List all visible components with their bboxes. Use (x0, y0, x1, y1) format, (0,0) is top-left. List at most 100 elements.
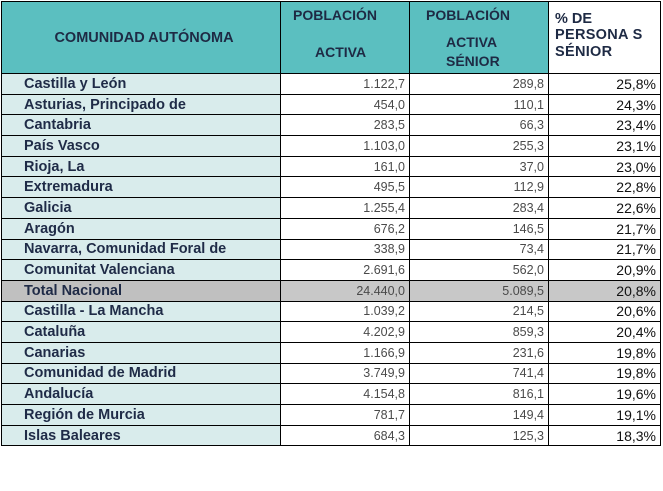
cell-poblacion-senior: 255,3 (409, 135, 549, 157)
header-poblacion-activa-senior: POBLACIÓN ACTIVA SÉNIOR (409, 1, 549, 74)
cell-comunidad: Cantabria (1, 114, 281, 137)
table-row: Galicia 1.255,4 283,4 22,6% (1, 197, 661, 219)
cell-pct-senior: 20,8% (548, 279, 661, 302)
table-row: País Vasco 1.103,0 255,3 23,1% (1, 135, 661, 157)
cell-comunidad: Total Nacional (1, 279, 281, 302)
cell-poblacion-senior: 231,6 (409, 341, 549, 364)
table-row: Cantabria 283,5 66,3 23,4% (1, 114, 661, 137)
cell-comunidad: Región de Murcia (1, 404, 281, 426)
cell-pct-senior: 18,3% (548, 424, 661, 447)
cell-comunidad: Navarra, Comunidad Foral de (1, 238, 281, 261)
header-pct-line3: SÉNIOR (555, 44, 613, 60)
table-row: Islas Baleares 684,3 125,3 18,3% (1, 424, 661, 447)
cell-poblacion-activa: 454,0 (280, 93, 410, 116)
table-row: Rioja, La 161,0 37,0 23,0% (1, 155, 661, 178)
table-row: Castilla y León 1.122,7 289,8 25,8% (1, 73, 661, 95)
header-comunidad: COMUNIDAD AUTÓNOMA (1, 1, 281, 74)
cell-pct-senior: 23,4% (548, 114, 661, 137)
header-pct-line2: PERSONA S (555, 27, 643, 43)
table-row: Extremadura 495,5 112,9 22,8% (1, 176, 661, 199)
population-table: COMUNIDAD AUTÓNOMA POBLACIÓN ACTIVA POBL… (1, 1, 661, 447)
cell-pct-senior: 22,8% (548, 176, 661, 199)
cell-pct-senior: 24,3% (548, 93, 661, 116)
cell-comunidad: Cataluña (1, 321, 281, 343)
cell-poblacion-senior: 289,8 (409, 73, 549, 95)
cell-pct-senior: 19,6% (548, 383, 661, 405)
table-row: Castilla - La Mancha 1.039,2 214,5 20,6% (1, 300, 661, 323)
cell-poblacion-activa: 684,3 (280, 424, 410, 447)
cell-poblacion-activa: 1.039,2 (280, 300, 410, 323)
cell-pct-senior: 20,6% (548, 300, 661, 323)
header-poblacion-activa-line1: POBLACIÓN (293, 7, 377, 23)
table-row: Asturias, Principado de 454,0 110,1 24,3% (1, 93, 661, 116)
header-senior-line3: SÉNIOR (446, 53, 500, 69)
cell-poblacion-activa: 1.255,4 (280, 197, 410, 219)
cell-comunidad: Aragón (1, 217, 281, 240)
cell-pct-senior: 22,6% (548, 197, 661, 219)
cell-comunidad: País Vasco (1, 135, 281, 157)
cell-poblacion-senior: 146,5 (409, 217, 549, 240)
cell-comunidad: Comunitat Valenciana (1, 259, 281, 281)
cell-poblacion-senior: 859,3 (409, 321, 549, 343)
cell-pct-senior: 23,1% (548, 135, 661, 157)
cell-pct-senior: 20,4% (548, 321, 661, 343)
table-body: Castilla y León 1.122,7 289,8 25,8% Asturias… (1, 73, 661, 447)
header-row: COMUNIDAD AUTÓNOMA POBLACIÓN ACTIVA POBL… (1, 1, 661, 74)
cell-poblacion-activa: 4.154,8 (280, 383, 410, 405)
cell-poblacion-senior: 283,4 (409, 197, 549, 219)
cell-poblacion-senior: 5.089,5 (409, 279, 549, 302)
cell-poblacion-activa: 1.122,7 (280, 73, 410, 95)
cell-pct-senior: 25,8% (548, 73, 661, 95)
cell-pct-senior: 19,1% (548, 404, 661, 426)
cell-poblacion-senior: 562,0 (409, 259, 549, 281)
cell-poblacion-senior: 73,4 (409, 238, 549, 261)
table-row: Comunitat Valenciana 2.691,6 562,0 20,9% (1, 259, 661, 281)
cell-pct-senior: 19,8% (548, 362, 661, 385)
header-poblacion-activa: POBLACIÓN ACTIVA (280, 1, 410, 74)
cell-comunidad: Castilla - La Mancha (1, 300, 281, 323)
header-senior-line2: ACTIVA (446, 34, 498, 50)
cell-pct-senior: 19,8% (548, 341, 661, 364)
cell-poblacion-activa: 3.749,9 (280, 362, 410, 385)
cell-comunidad: Extremadura (1, 176, 281, 199)
cell-poblacion-senior: 741,4 (409, 362, 549, 385)
table-row: Aragón 676,2 146,5 21,7% (1, 217, 661, 240)
cell-pct-senior: 21,7% (548, 217, 661, 240)
cell-comunidad: Comunidad de Madrid (1, 362, 281, 385)
cell-comunidad: Asturias, Principado de (1, 93, 281, 116)
table-row-total: Total Nacional 24.440,0 5.089,5 20,8% (1, 279, 661, 302)
header-poblacion-activa-line2: ACTIVA (315, 44, 367, 60)
cell-poblacion-senior: 37,0 (409, 155, 549, 178)
cell-poblacion-activa: 4.202,9 (280, 321, 410, 343)
cell-comunidad: Canarias (1, 341, 281, 364)
cell-comunidad: Rioja, La (1, 155, 281, 178)
header-pct-senior: % DE PERSONA S SÉNIOR (548, 1, 661, 74)
cell-poblacion-senior: 110,1 (409, 93, 549, 116)
cell-poblacion-activa: 495,5 (280, 176, 410, 199)
cell-poblacion-activa: 1.103,0 (280, 135, 410, 157)
header-pct-line1: % DE (555, 11, 593, 27)
cell-comunidad: Castilla y León (1, 73, 281, 95)
cell-poblacion-activa: 338,9 (280, 238, 410, 261)
cell-poblacion-activa: 2.691,6 (280, 259, 410, 281)
cell-poblacion-activa: 24.440,0 (280, 279, 410, 302)
cell-comunidad: Islas Baleares (1, 424, 281, 447)
cell-pct-senior: 23,0% (548, 155, 661, 178)
cell-comunidad: Galicia (1, 197, 281, 219)
cell-poblacion-senior: 66,3 (409, 114, 549, 137)
cell-comunidad: Andalucía (1, 383, 281, 405)
cell-poblacion-senior: 125,3 (409, 424, 549, 447)
cell-poblacion-activa: 161,0 (280, 155, 410, 178)
cell-poblacion-senior: 149,4 (409, 404, 549, 426)
cell-pct-senior: 20,9% (548, 259, 661, 281)
table-row: Navarra, Comunidad Foral de 338,9 73,4 21,7… (1, 238, 661, 261)
cell-poblacion-activa: 1.166,9 (280, 341, 410, 364)
table-row: Andalucía 4.154,8 816,1 19,6% (1, 383, 661, 405)
header-senior-line1: POBLACIÓN (426, 7, 510, 23)
table-row: Comunidad de Madrid 3.749,9 741,4 19,8% (1, 362, 661, 385)
cell-poblacion-senior: 816,1 (409, 383, 549, 405)
cell-poblacion-senior: 112,9 (409, 176, 549, 199)
cell-poblacion-senior: 214,5 (409, 300, 549, 323)
cell-pct-senior: 21,7% (548, 238, 661, 261)
cell-poblacion-activa: 676,2 (280, 217, 410, 240)
